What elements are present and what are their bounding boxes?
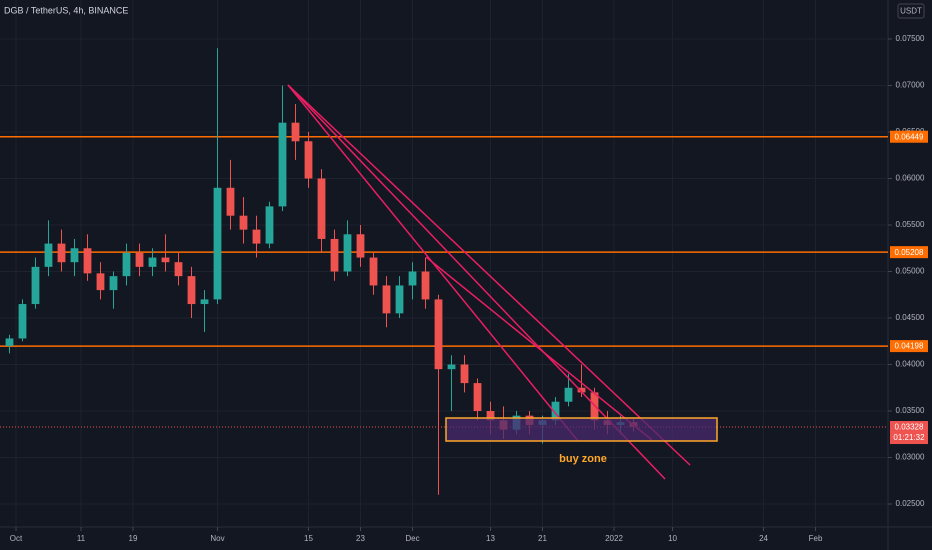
- trend-line: [287, 84, 691, 466]
- y-tick-label: 0.07500: [896, 34, 925, 43]
- candle-body: [486, 411, 495, 421]
- x-tick-label: 21: [538, 534, 547, 543]
- candle-body: [330, 238, 339, 272]
- candle-body: [213, 187, 222, 300]
- y-tick-label: 0.04500: [896, 313, 925, 322]
- candle-body: [551, 401, 560, 421]
- candle-body: [57, 243, 66, 263]
- x-tick-label: 10: [668, 534, 677, 543]
- candle-body: [239, 215, 248, 230]
- trend-lines: [287, 84, 691, 480]
- level-label-box: [890, 246, 928, 259]
- candle-body: [304, 141, 313, 179]
- x-tick-label: 19: [129, 534, 138, 543]
- candle-body: [356, 234, 365, 258]
- grid: [0, 0, 888, 527]
- candle-body: [5, 338, 14, 346]
- candle-body: [70, 248, 79, 263]
- candle-body: [265, 206, 274, 244]
- candle-body: [252, 229, 261, 244]
- candle-body: [226, 187, 235, 216]
- candle-body: [577, 387, 586, 393]
- candle-body: [96, 273, 105, 291]
- y-tick-label: 0.03500: [896, 406, 925, 415]
- candle-body: [200, 299, 209, 305]
- candle-body: [564, 387, 573, 402]
- x-tick-label: Oct: [10, 534, 23, 543]
- levels: [0, 135, 888, 428]
- buy-zone: [445, 417, 718, 442]
- y-tick-label: 0.04000: [896, 360, 925, 369]
- countdown: 01:21:32: [893, 433, 925, 442]
- candle-body: [369, 257, 378, 286]
- candle-body: [122, 252, 131, 277]
- y-tick-label: 0.06000: [896, 174, 925, 183]
- x-tick-label: 15: [304, 534, 313, 543]
- candles: [5, 48, 638, 495]
- candle-body: [317, 178, 326, 239]
- y-tick-label: 0.05500: [896, 220, 925, 229]
- candle-body: [447, 364, 456, 370]
- last-price-box: [890, 421, 928, 445]
- x-tick-label: 2022: [605, 534, 623, 543]
- annotation: buy zone: [559, 453, 607, 465]
- candle-body: [421, 271, 430, 300]
- x-tick-label: 23: [356, 534, 365, 543]
- candle-body: [135, 252, 144, 267]
- x-tick-label: Feb: [809, 534, 823, 543]
- candle-body: [44, 243, 53, 267]
- currency[interactable]: USDT: [900, 7, 922, 16]
- x-tick-label: 24: [759, 534, 768, 543]
- trend-line: [425, 256, 653, 441]
- level-label-box: [890, 130, 928, 143]
- candle-body: [460, 364, 469, 384]
- candle-body: [148, 257, 157, 267]
- x-tick-label: Dec: [405, 534, 419, 543]
- trend-line: [287, 84, 666, 480]
- x-tick-label: 13: [486, 534, 495, 543]
- candle-body: [174, 262, 183, 277]
- candle-body: [473, 383, 482, 412]
- y-tick-label: 0.05000: [896, 267, 925, 276]
- candle-body: [343, 234, 352, 272]
- level-label: 0.06449: [895, 132, 924, 141]
- candle-body: [408, 271, 417, 286]
- level-label: 0.05208: [895, 248, 924, 257]
- x-tick-label: 11: [77, 534, 86, 543]
- candle-body: [161, 257, 170, 263]
- candle-body: [31, 266, 40, 305]
- level-label-box: [890, 340, 928, 353]
- level-label: 0.04198: [895, 342, 924, 351]
- currency-box[interactable]: [897, 3, 925, 19]
- candle-body: [109, 276, 118, 291]
- candle-body: [395, 285, 404, 314]
- candle-body: [83, 248, 92, 274]
- candle-body: [434, 299, 443, 370]
- chart-title: DGB / TetherUS, 4h, BINANCE: [4, 5, 128, 15]
- x-tick-label: Nov: [210, 534, 224, 543]
- y-tick-label: 0.03000: [896, 453, 925, 462]
- candle-body: [18, 304, 27, 339]
- candle-body: [278, 122, 287, 207]
- y-tick-label: 0.02500: [896, 499, 925, 508]
- price-axis: 0.02500 0.03000 0.03500 0.04000 0.04500 0.050…: [10, 34, 928, 543]
- y-tick-label: 0.07000: [896, 81, 925, 90]
- candle-body: [187, 276, 196, 305]
- candle-body: [291, 122, 300, 142]
- candle-body: [382, 285, 391, 314]
- last-price-label: 0.03328: [895, 423, 924, 432]
